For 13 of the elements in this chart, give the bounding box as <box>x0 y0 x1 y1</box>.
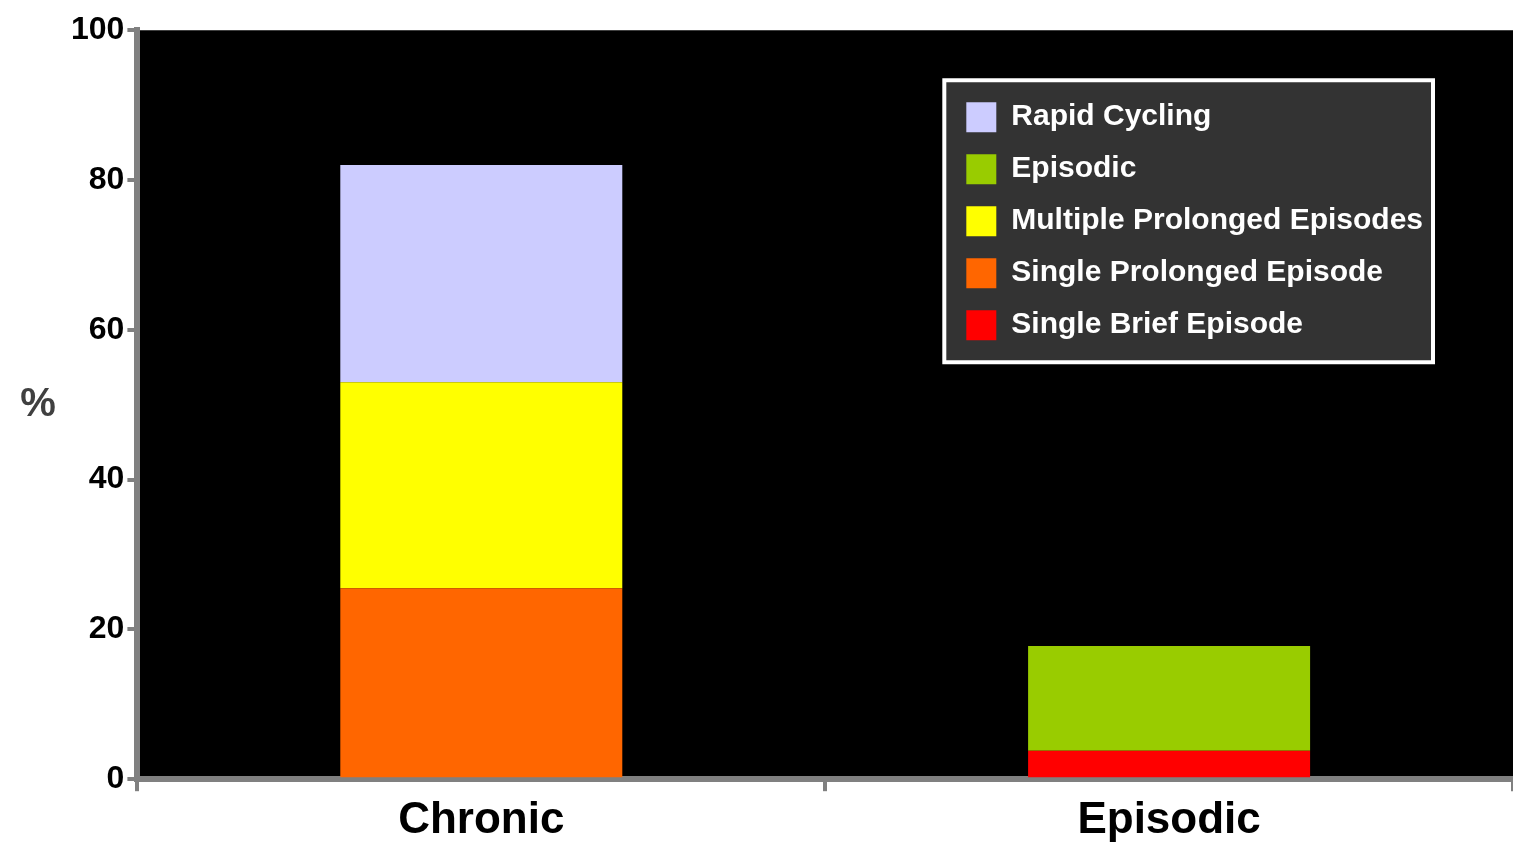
y-tick-label: 20 <box>88 609 125 646</box>
y-axis-title: % <box>20 379 56 424</box>
y-tick-label: 40 <box>88 459 125 496</box>
legend-label: Single Brief Episode <box>1011 306 1304 340</box>
y-tick-label: 0 <box>106 759 125 796</box>
y-tick-label: 100 <box>71 10 125 47</box>
legend-label: Episodic <box>1011 150 1137 184</box>
legend-label: Multiple Prolonged Episodes <box>1011 202 1424 236</box>
legend-label: Single Prolonged Episode <box>1011 254 1384 288</box>
legend-label: Rapid Cycling <box>1011 98 1212 132</box>
y-tick-label: 80 <box>88 159 125 196</box>
y-tick-label: 60 <box>88 309 125 346</box>
x-tick-label: Chronic <box>398 792 565 842</box>
